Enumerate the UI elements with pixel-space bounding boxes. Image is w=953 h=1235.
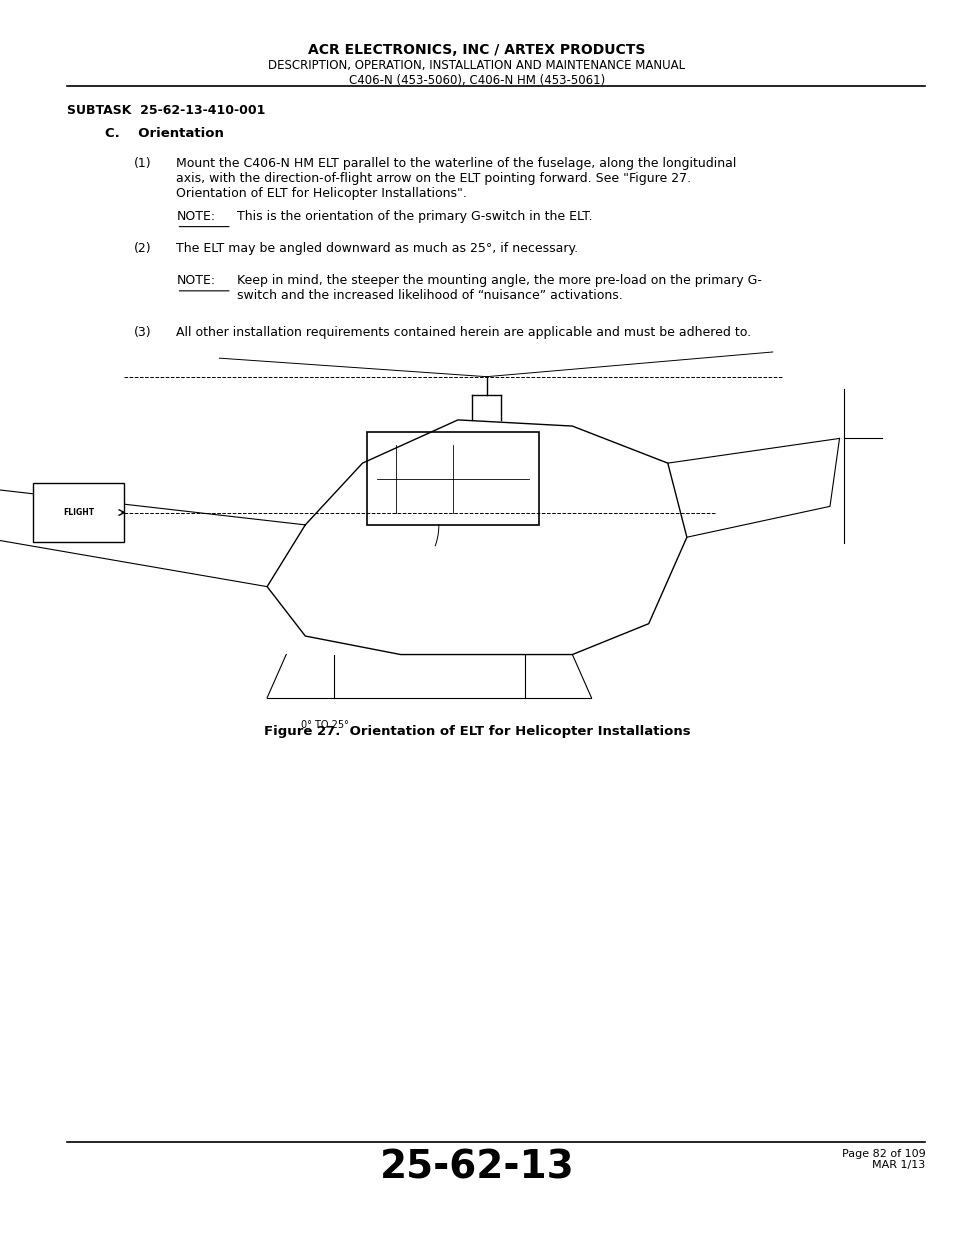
Text: C406-N (453-5060), C406-N HM (453-5061): C406-N (453-5060), C406-N HM (453-5061) (349, 74, 604, 88)
Text: NOTE:: NOTE: (176, 210, 215, 224)
Text: SUBTASK  25-62-13-410-001: SUBTASK 25-62-13-410-001 (67, 104, 265, 117)
Text: This is the orientation of the primary G-switch in the ELT.: This is the orientation of the primary G… (236, 210, 592, 224)
Text: 0° TO 25°: 0° TO 25° (300, 720, 348, 730)
Text: The ELT may be angled downward as much as 25°, if necessary.: The ELT may be angled downward as much a… (176, 242, 578, 256)
Text: Figure 27.  Orientation of ELT for Helicopter Installations: Figure 27. Orientation of ELT for Helico… (263, 725, 690, 739)
Text: C.    Orientation: C. Orientation (105, 127, 224, 141)
FancyBboxPatch shape (33, 483, 124, 542)
Text: (2): (2) (133, 242, 151, 256)
Text: (3): (3) (133, 326, 151, 340)
Text: DESCRIPTION, OPERATION, INSTALLATION AND MAINTENANCE MANUAL: DESCRIPTION, OPERATION, INSTALLATION AND… (268, 59, 685, 73)
Text: Keep in mind, the steeper the mounting angle, the more pre-load on the primary G: Keep in mind, the steeper the mounting a… (236, 274, 760, 303)
Text: FLIGHT: FLIGHT (63, 508, 94, 517)
Text: All other installation requirements contained herein are applicable and must be : All other installation requirements cont… (176, 326, 751, 340)
Text: ACR ELECTRONICS, INC / ARTEX PRODUCTS: ACR ELECTRONICS, INC / ARTEX PRODUCTS (308, 43, 645, 57)
Text: NOTE:: NOTE: (176, 274, 215, 288)
Text: (1): (1) (133, 157, 151, 170)
Text: Mount the C406-N HM ELT parallel to the waterline of the fuselage, along the lon: Mount the C406-N HM ELT parallel to the … (176, 157, 736, 200)
Bar (367, 432, 538, 525)
Text: Page 82 of 109
MAR 1/13: Page 82 of 109 MAR 1/13 (841, 1149, 924, 1170)
Text: 25-62-13: 25-62-13 (379, 1149, 574, 1187)
